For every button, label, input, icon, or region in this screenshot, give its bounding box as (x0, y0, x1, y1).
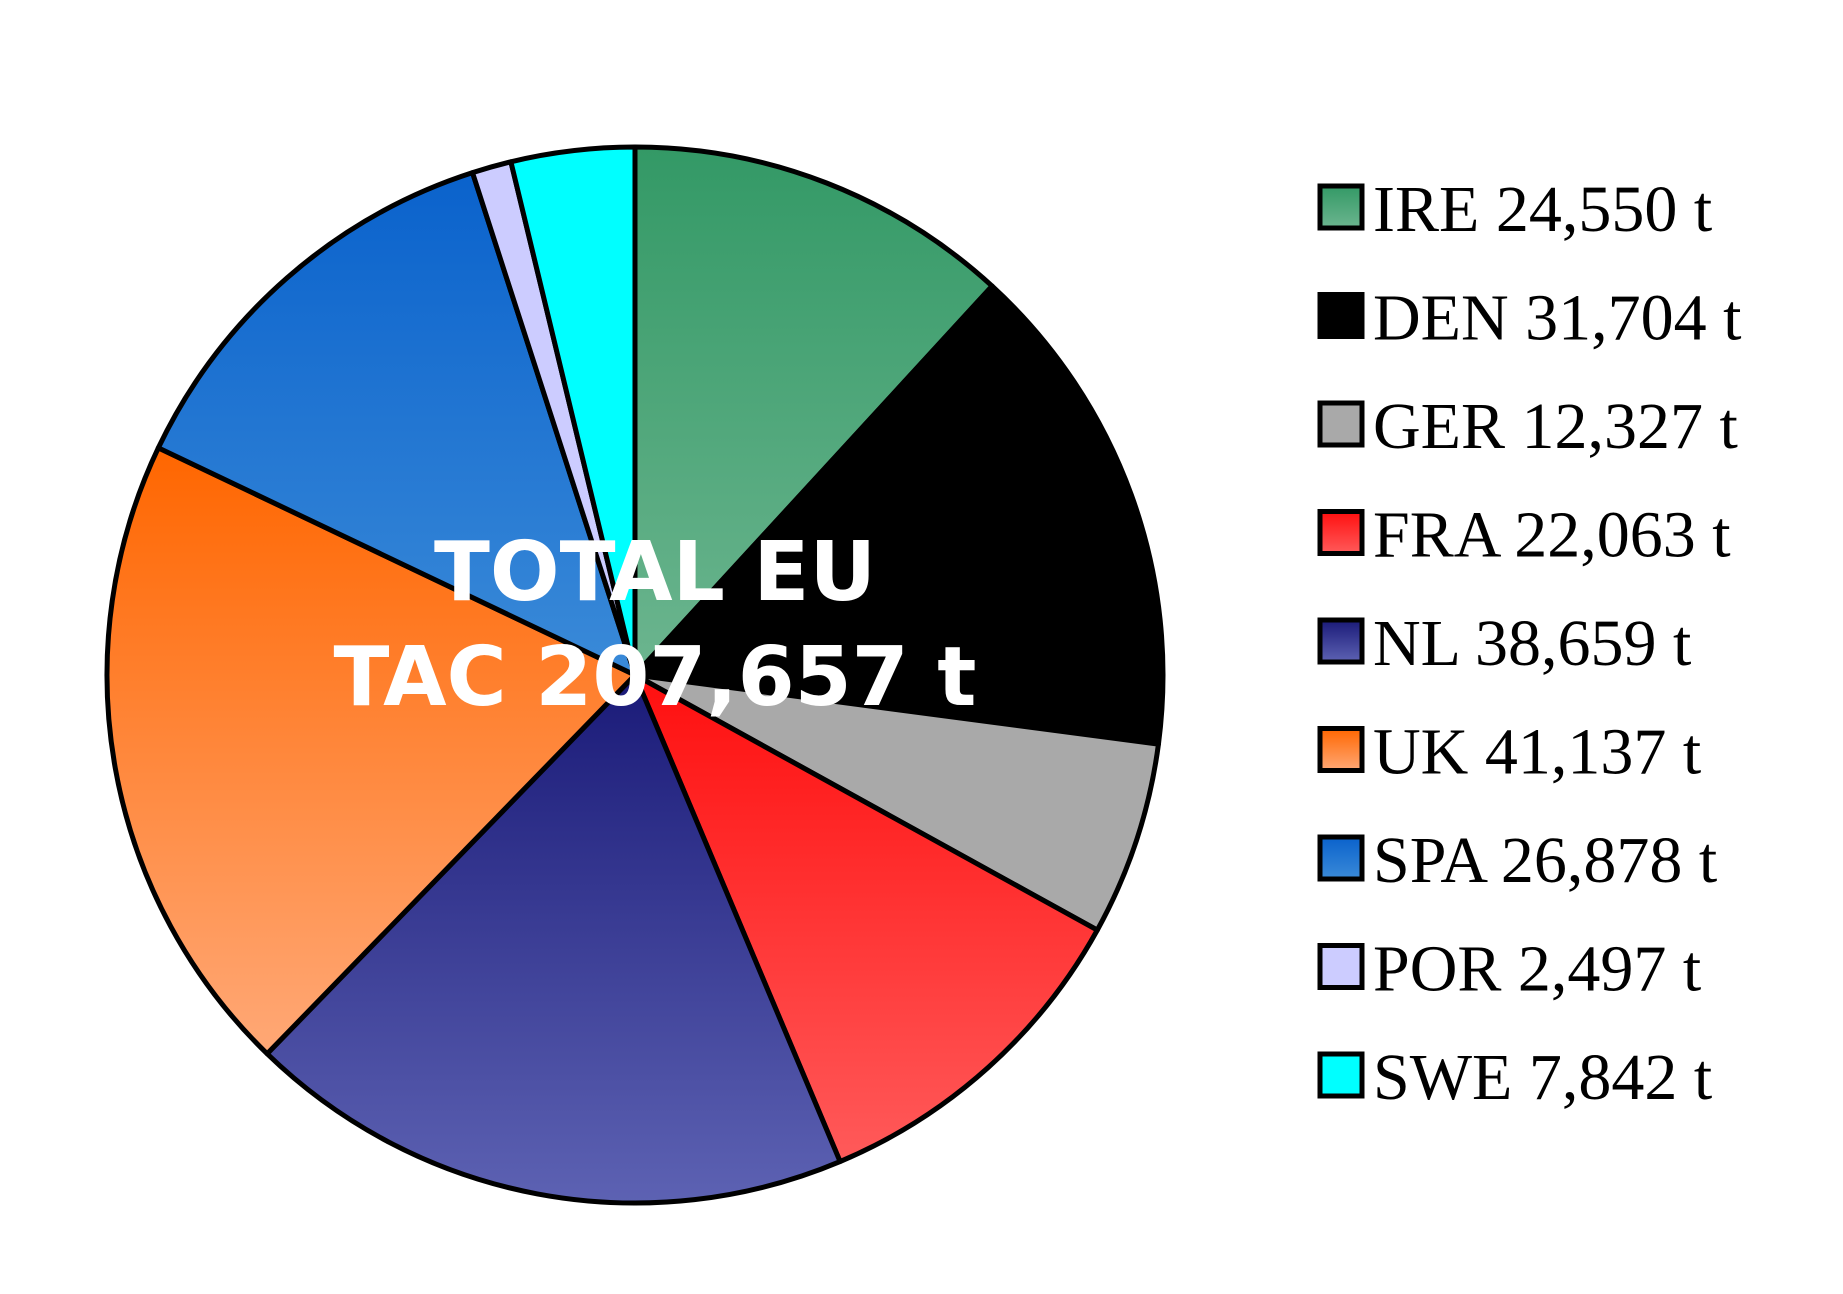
pie-slice-ire (632, 144, 995, 678)
legend-item-ger: GER 12,327 t (1317, 390, 1738, 463)
legend-label: SWE 7,842 t (1373, 1041, 1712, 1114)
legend-item-swe: SWE 7,842 t (1317, 1041, 1712, 1114)
legend-swatch (1317, 509, 1365, 556)
legend-label: IRE 24,550 t (1373, 173, 1712, 246)
center-label: TOTAL EU TAC 207,657 t (334, 525, 977, 725)
legend-swatch (1317, 726, 1365, 773)
pie-slice-uk (104, 445, 638, 1057)
legend-item-por: POR 2,497 t (1317, 933, 1701, 1006)
legend-label: DEN 31,704 t (1373, 282, 1741, 355)
pie-slice-swe (508, 144, 638, 678)
legend-item-spa: SPA 26,878 t (1317, 824, 1717, 897)
legend-swatch (1317, 834, 1365, 882)
pie-slice-spa (155, 170, 638, 678)
legend-swatch (1317, 943, 1365, 990)
legend-swatch (1317, 1051, 1365, 1099)
pie-slice-den (632, 283, 1166, 747)
pie-slice-ger (632, 672, 1161, 933)
legend-item-fra: FRA 22,063 t (1317, 499, 1731, 572)
legend-item-ire: IRE 24,550 t (1317, 173, 1712, 246)
pie-slice-fra (632, 672, 1100, 1165)
legend-item-nl: NL 38,659 t (1317, 607, 1691, 680)
center-text-line-2: TAC 207,657 t (334, 630, 977, 725)
pie-slice-nl (264, 672, 843, 1206)
legend-label: FRA 22,063 t (1373, 499, 1731, 572)
legend-label: UK 41,137 t (1373, 716, 1701, 789)
legend-swatch (1317, 292, 1365, 339)
pie-slices (104, 144, 1166, 1206)
legend-item-den: DEN 31,704 t (1317, 282, 1741, 355)
legend-item-uk: UK 41,137 t (1317, 716, 1701, 789)
legend-swatch (1317, 400, 1365, 448)
legend-label: NL 38,659 t (1373, 607, 1691, 680)
legend-swatch (1317, 183, 1365, 231)
legend-label: SPA 26,878 t (1373, 824, 1717, 897)
legend: IRE 24,550 t DEN 31,704 t GER 12,327 t FRA … (1317, 173, 1741, 1114)
center-text-line-1: TOTAL EU (434, 525, 876, 620)
legend-label: POR 2,497 t (1373, 933, 1701, 1006)
legend-swatch (1317, 617, 1365, 665)
legend-label: GER 12,327 t (1373, 390, 1738, 463)
